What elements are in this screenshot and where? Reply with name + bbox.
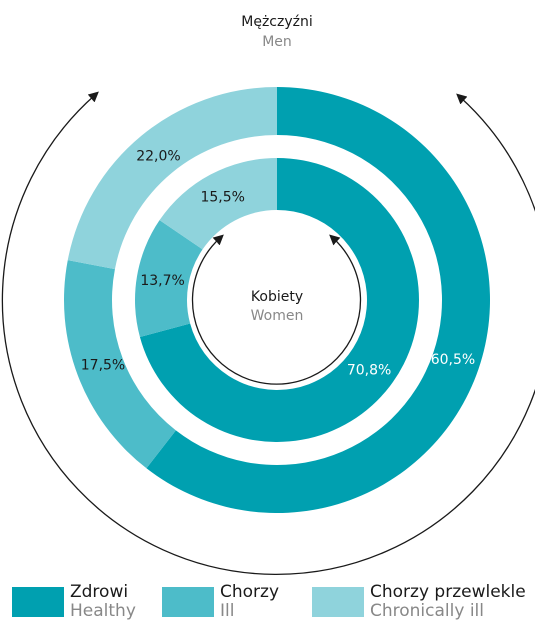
women-label: Kobiety (251, 289, 303, 305)
men-label: Mężczyźni (241, 14, 312, 30)
outer-arrow (1, 91, 535, 576)
value-label: 17,5% (81, 358, 125, 374)
legend-swatch (162, 587, 214, 617)
legend-label: Chorzy (220, 582, 279, 602)
donut-slice (67, 87, 277, 270)
value-label: 70,8% (347, 363, 391, 379)
value-label: 22,0% (136, 149, 180, 165)
value-label: 13,7% (140, 273, 184, 289)
legend-swatch (312, 587, 364, 617)
legend-swatch (12, 587, 64, 617)
value-label: 15,5% (200, 189, 244, 205)
legend-label: Zdrowi (70, 582, 128, 602)
legend-label-en: Ill (220, 601, 234, 621)
donut-slice (146, 87, 490, 513)
legend-label-en: Healthy (70, 601, 136, 621)
men-label-en: Men (262, 34, 292, 50)
women-label-en: Women (251, 308, 304, 324)
legend-label-en: Chronically ill (370, 601, 484, 621)
inner-arrow (191, 234, 362, 385)
donut-slice (139, 158, 420, 442)
legend-label: Chorzy przewlekle (370, 582, 526, 602)
donut-slice (134, 220, 203, 338)
donut-slice (64, 260, 176, 469)
value-label: 60,5% (431, 352, 475, 368)
donut-slice (159, 158, 277, 250)
